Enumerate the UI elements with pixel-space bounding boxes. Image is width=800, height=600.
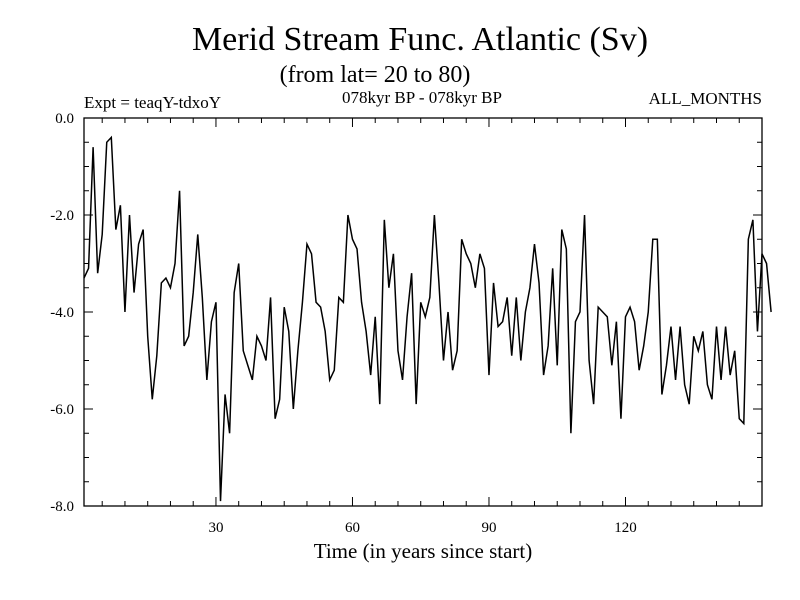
period-label: 078kyr BP - 078kyr BP xyxy=(342,88,502,107)
x-tick-label: 90 xyxy=(481,520,496,536)
experiment-label: Expt = teaqY-tdxoY xyxy=(84,93,221,112)
y-tick-label: -2.0 xyxy=(50,208,74,224)
months-label: ALL_MONTHS xyxy=(649,89,762,108)
x-tick-label: 30 xyxy=(208,520,223,536)
y-tick-label: -8.0 xyxy=(50,499,74,515)
tick-labels: 30 60 90 120 0.0 -2.0 -4.0 -6.0 -8.0 xyxy=(50,111,636,536)
chart-subtitle: (from lat= 20 to 80) xyxy=(280,62,471,88)
y-tick-label: -6.0 xyxy=(50,402,74,418)
y-tick-label: -4.0 xyxy=(50,305,74,321)
x-tick-label: 120 xyxy=(614,520,637,536)
y-tick-label: 0.0 xyxy=(55,111,74,127)
chart-title: Merid Stream Func. Atlantic (Sv) xyxy=(192,21,648,58)
plot-frame xyxy=(83,117,763,507)
series-line xyxy=(83,135,772,502)
x-axis-label: Time (in years since start) xyxy=(314,539,533,563)
x-tick-label: 60 xyxy=(345,520,360,536)
